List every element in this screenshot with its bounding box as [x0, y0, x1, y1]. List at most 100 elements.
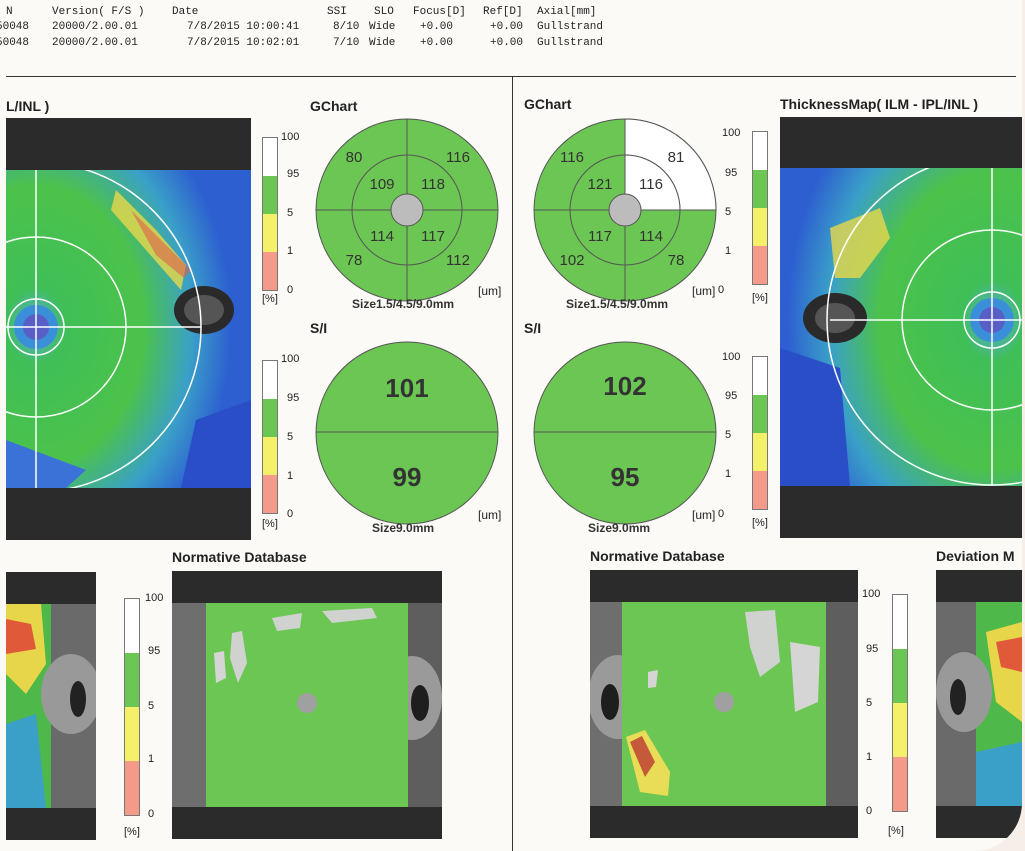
gchart-outer-tr-value: 116	[446, 149, 470, 166]
gchart-outer-bl-value: 102	[559, 252, 584, 269]
cell-ref: +0.00	[490, 21, 524, 33]
right-normative-color-scale	[892, 594, 908, 812]
right-thickness-map-image	[780, 168, 1022, 486]
gchart-inner-tl-value: 109	[369, 176, 394, 193]
scale-tick-95: 95	[287, 392, 300, 404]
scale-tick-5: 5	[287, 431, 294, 443]
right-si-size: Size9.0mm	[588, 521, 651, 535]
cell-date: 7/8/2015 10:02:01	[187, 37, 300, 49]
scale-tick-1: 1	[725, 245, 732, 257]
si-superior-value: 102	[603, 371, 646, 401]
table-header-row: N Version( F/S ) Date SSI SLO Focus[D] R…	[0, 6, 1000, 20]
left-gchart-size: Size1.5/4.5/9.0mm	[352, 297, 455, 311]
left-map-top-bar	[6, 118, 251, 170]
col-focus: Focus[D]	[413, 6, 466, 18]
scale-tick-0: 0	[287, 284, 294, 296]
right-map-bottom-bar	[780, 486, 1022, 538]
right-gchart-title: GChart	[524, 96, 572, 112]
right-normative-title: Normative Database	[590, 548, 725, 564]
col-ssi: SSI	[327, 6, 347, 18]
scale-tick-5: 5	[725, 206, 732, 218]
cell-focus: +0.00	[420, 21, 454, 33]
left-normative-map	[172, 603, 442, 807]
gchart-outer-tl-value: 116	[560, 149, 584, 166]
left-map-bottom-bar	[6, 488, 251, 540]
scale-tick-95: 95	[725, 167, 738, 179]
gchart-outer-bl-value: 78	[346, 252, 363, 269]
right-gchart-color-scale	[752, 131, 768, 285]
gchart-inner-tl-value: 121	[587, 176, 612, 193]
left-deviation-bottom-bar	[6, 808, 96, 840]
si-inferior-value: 99	[393, 462, 422, 492]
scale-tick-5: 5	[725, 429, 732, 441]
scale-tick-95: 95	[287, 168, 300, 180]
left-si-color-scale	[262, 360, 278, 514]
cell-date: 7/8/2015 10:00:41	[187, 21, 300, 33]
scale-tick-1: 1	[725, 468, 732, 480]
scale-tick-1: 1	[287, 245, 294, 257]
left-normative-color-scale	[124, 598, 140, 816]
cell-axial: Gullstrand	[537, 21, 604, 33]
right-deviation-map	[936, 602, 1022, 806]
col-date: Date	[172, 6, 199, 18]
scale-tick-0: 0	[718, 284, 725, 296]
right-si-title: S/I	[524, 320, 542, 336]
left-si-size: Size9.0mm	[372, 521, 435, 535]
left-deviation-top-bar	[6, 572, 96, 604]
left-gchart-unit: [um]	[478, 284, 502, 298]
right-gchart: 116 81 121 116 117 114 102 78	[533, 118, 717, 302]
cell-ssi: 7/10	[333, 37, 360, 49]
left-gchart-title: GChart	[310, 98, 358, 114]
col-version: Version( F/S )	[52, 6, 145, 18]
right-gchart-unit: [um]	[692, 284, 716, 298]
right-normative-map-image	[590, 602, 858, 806]
right-si-color-scale	[752, 356, 768, 510]
scale-tick-100: 100	[145, 592, 164, 604]
gchart-inner-tr-value: 118	[421, 176, 445, 193]
scale-tick-1: 1	[287, 470, 294, 482]
scale-tick-0: 0	[866, 805, 873, 817]
table-row: 50048 20000/2.00.01 7/8/2015 10:00:41 8/…	[0, 21, 1000, 35]
left-map-title: L/INL )	[6, 98, 50, 114]
cell-slo: Wide	[369, 21, 396, 33]
gchart-outer-br-value: 112	[446, 252, 470, 269]
scale-tick-95: 95	[725, 390, 738, 402]
left-normative-map-image	[172, 603, 442, 807]
gchart-outer-br-value: 78	[668, 252, 685, 269]
scale-tick-5: 5	[148, 700, 155, 712]
cell-id: 50048	[0, 21, 30, 33]
right-normative-map	[590, 602, 858, 806]
right-deviation-top-bar	[936, 570, 1022, 602]
scale-tick-100: 100	[281, 131, 300, 143]
right-map-top-bar	[780, 117, 1022, 168]
scale-tick-100: 100	[862, 588, 881, 600]
right-si-unit: [um]	[692, 508, 716, 522]
right-deviation-bottom-bar	[936, 806, 1022, 838]
left-deviation-map-image	[6, 604, 96, 808]
header-divider	[6, 76, 1016, 77]
scale-unit: [%]	[262, 293, 278, 305]
col-axial: Axial[mm]	[537, 6, 597, 18]
right-deviation-title: Deviation M	[936, 548, 1015, 564]
si-inferior-value: 95	[611, 462, 640, 492]
gchart-outer-tr-value: 81	[668, 149, 685, 166]
left-thickness-map	[6, 170, 251, 488]
cell-version: 20000/2.00.01	[52, 21, 138, 33]
cell-id: 50048	[0, 37, 30, 49]
scale-tick-95: 95	[866, 643, 879, 655]
gchart-inner-bl-value: 117	[588, 228, 612, 245]
scale-tick-5: 5	[866, 697, 873, 709]
cell-ssi: 8/10	[333, 21, 360, 33]
cell-focus: +0.00	[420, 37, 454, 49]
scale-tick-95: 95	[148, 645, 161, 657]
scale-tick-5: 5	[287, 207, 294, 219]
gchart-inner-br-value: 117	[421, 228, 445, 245]
gchart-inner-br-value: 114	[639, 228, 663, 245]
scale-tick-1: 1	[866, 751, 873, 763]
scale-unit: [%]	[752, 292, 768, 304]
scale-tick-0: 0	[287, 508, 294, 520]
scale-unit: [%]	[888, 825, 904, 837]
left-si-chart: 101 99	[315, 341, 499, 525]
col-slo: SLO	[374, 6, 394, 18]
